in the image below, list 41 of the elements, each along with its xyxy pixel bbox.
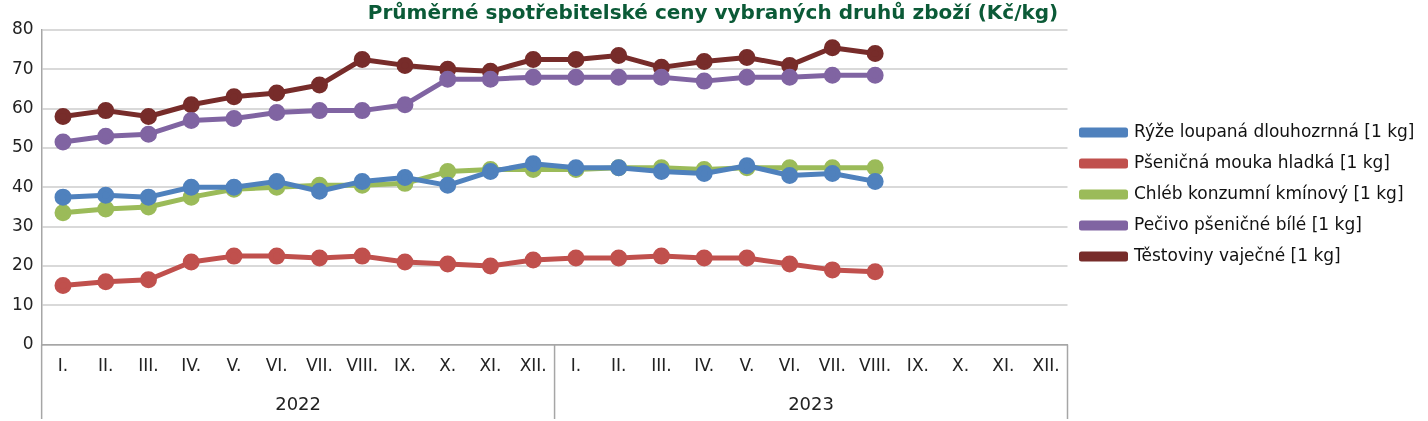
- x-tick-label: V.: [739, 355, 755, 376]
- x-tick-label: I.: [57, 355, 69, 376]
- y-tick-label: 10: [11, 293, 34, 314]
- legend-label: Rýže loupaná dlouhozrnná [1 kg]: [1134, 120, 1415, 141]
- x-tick-label: III.: [651, 355, 672, 376]
- y-tick-label: 20: [11, 254, 34, 275]
- x-tick-label: II.: [98, 355, 114, 376]
- x-tick-label: V.: [226, 355, 242, 376]
- x-tick-label: VI.: [778, 355, 801, 376]
- y-tick-label: 0: [22, 333, 34, 354]
- x-tick-label: I.: [570, 355, 582, 376]
- chart-title: Průměrné spotřebitelské ceny vybraných druhů zboží (Kč/kg): [367, 0, 1059, 25]
- x-tick-label: II.: [610, 355, 627, 376]
- x-tick-label: XII.: [519, 355, 547, 376]
- x-tick-label: X.: [439, 355, 457, 376]
- x-tick-label: VI.: [265, 355, 288, 376]
- y-tick-label: 70: [11, 57, 34, 78]
- x-tick-label: VII.: [305, 355, 333, 376]
- y-tick-label: 50: [11, 136, 34, 157]
- legend-label: Těstoviny vaječné [1 kg]: [1133, 244, 1341, 265]
- x-tick-label: IV.: [181, 355, 202, 376]
- x-tick-label: XII.: [1032, 355, 1060, 376]
- x-tick-label: X.: [952, 355, 970, 376]
- legend-label: Pšeničná mouka hladká [1 kg]: [1134, 151, 1391, 172]
- y-tick-label: 40: [11, 175, 34, 196]
- y-tick-label: 80: [11, 18, 34, 39]
- y-tick-label: 30: [11, 215, 34, 236]
- y-tick-label: 60: [11, 97, 34, 118]
- x-tick-label: XI.: [479, 355, 502, 376]
- x-tick-label: IX.: [906, 355, 929, 376]
- x-tick-label: III.: [138, 355, 159, 376]
- x-tick-label: VII.: [818, 355, 846, 376]
- legend-label: Pečivo pšeničné bílé [1 kg]: [1134, 213, 1362, 234]
- x-tick-label: XI.: [992, 355, 1015, 376]
- legend-label: Chléb konzumní kmínový [1 kg]: [1134, 182, 1404, 203]
- text: 2022: [275, 392, 322, 414]
- x-tick-label: VIII.: [859, 355, 892, 376]
- text: 2023: [788, 392, 834, 414]
- x-tick-label: VIII.: [346, 355, 379, 376]
- x-tick-label: IV.: [694, 355, 715, 376]
- x-tick-label: IX.: [393, 355, 416, 376]
